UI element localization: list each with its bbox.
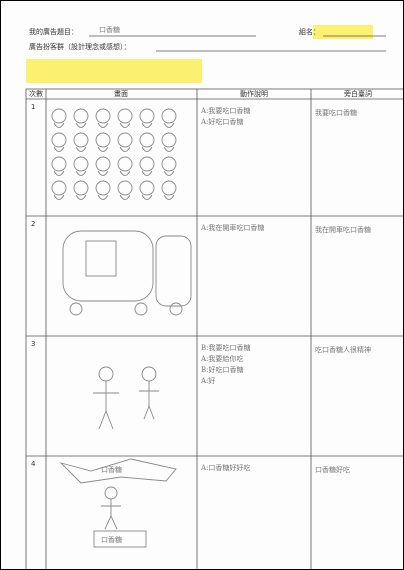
body-sketch [163, 170, 175, 176]
face-sketch [161, 180, 177, 196]
face-sketch [161, 156, 177, 172]
face-sketch [139, 132, 155, 148]
body-sketch [141, 170, 153, 176]
body-sketch [141, 146, 153, 152]
body-sketch [97, 194, 109, 200]
face-sketch [51, 180, 67, 196]
face-sketch [51, 132, 67, 148]
body-sketch [119, 122, 131, 128]
body-sketch [75, 194, 87, 200]
face-sketch [73, 180, 89, 196]
drawing-1 [51, 108, 177, 200]
face-sketch [117, 180, 133, 196]
row-number: 3 [31, 340, 35, 348]
table-grid [25, 88, 403, 569]
body-sketch [75, 146, 87, 152]
body-sketch [119, 170, 131, 176]
face-sketch [95, 156, 111, 172]
title-label: 我的廣告題目： [29, 27, 78, 36]
body-sketch [119, 146, 131, 152]
row-number: 2 [31, 220, 35, 228]
body-sketch [97, 170, 109, 176]
concept-label: 廣告扮客群（設計理念或感想）： [29, 42, 131, 51]
face-sketch [73, 108, 89, 124]
dialogue-text: 口香糖好吃 [315, 465, 350, 474]
dialogue-text: 吃口香糖人很精神 [315, 345, 371, 354]
title-value: 口香糖 [99, 25, 120, 34]
face-sketch [161, 132, 177, 148]
face-sketch [117, 108, 133, 124]
group-label: 組名： [299, 27, 320, 36]
face-sketch [95, 132, 111, 148]
drawing-4 [59, 458, 177, 548]
face-sketch [117, 156, 133, 172]
column-header: 畫面 [114, 89, 128, 98]
drawing-3 [93, 366, 159, 430]
body-sketch [141, 122, 153, 128]
row-number: 1 [31, 103, 35, 111]
dialogue-text: 我在開車吃口香糖 [315, 225, 371, 234]
action-text: A:好吃口香糖 [200, 117, 243, 126]
action-text: A:我要給你吃 [200, 354, 243, 363]
face-sketch [161, 108, 177, 124]
face-sketch [51, 156, 67, 172]
body-sketch [97, 122, 109, 128]
body-sketch [53, 170, 65, 176]
face-sketch [95, 108, 111, 124]
face-sketch [139, 156, 155, 172]
dialogue-text: 我要吃口香糖 [315, 108, 357, 117]
body-sketch [163, 194, 175, 200]
face-sketch [73, 156, 89, 172]
drawing-text: 口香糖 [101, 465, 122, 474]
body-sketch [75, 122, 87, 128]
face-sketch [95, 180, 111, 196]
action-text: A:好 [200, 376, 215, 385]
body-sketch [119, 194, 131, 200]
face-sketch [139, 108, 155, 124]
body-sketch [53, 146, 65, 152]
column-header: 次數 [29, 89, 43, 98]
body-sketch [163, 146, 175, 152]
column-header: 旁白臺詞 [344, 89, 372, 98]
body-sketch [97, 146, 109, 152]
action-text: B:好吃口香糖 [201, 365, 244, 374]
face-sketch [51, 108, 67, 124]
column-header: 動作說明 [240, 89, 268, 98]
action-text: A:我在開車吃口香糖 [200, 223, 264, 232]
body-sketch [75, 170, 87, 176]
action-text: A:我要吃口香糖 [200, 106, 250, 115]
face-sketch [139, 180, 155, 196]
body-sketch [163, 122, 175, 128]
sign-text: 口香糖 [101, 535, 122, 544]
action-text: B:我要吃口香糖 [201, 343, 251, 352]
drawing-2 [62, 230, 192, 316]
action-text: A:口香糖好好吃 [200, 463, 250, 472]
face-sketch [73, 132, 89, 148]
body-sketch [141, 194, 153, 200]
body-sketch [53, 194, 65, 200]
face-sketch [117, 132, 133, 148]
body-sketch [53, 122, 65, 128]
row-number: 4 [31, 460, 36, 468]
highlight [26, 59, 202, 83]
highlight [313, 25, 373, 39]
